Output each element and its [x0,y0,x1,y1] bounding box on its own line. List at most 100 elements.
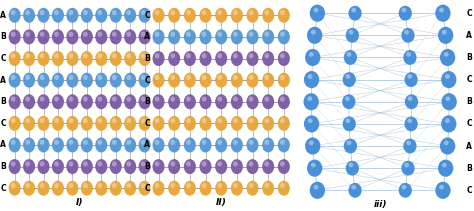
Ellipse shape [233,10,238,15]
Ellipse shape [233,161,238,166]
Ellipse shape [40,75,45,80]
Ellipse shape [98,32,102,37]
Text: II): II) [216,198,227,207]
Ellipse shape [81,159,93,174]
Ellipse shape [25,75,30,80]
Ellipse shape [66,159,78,174]
Ellipse shape [69,10,73,15]
Ellipse shape [246,116,258,131]
Ellipse shape [170,75,175,80]
Ellipse shape [407,118,412,123]
Ellipse shape [81,51,93,66]
Text: C: C [466,119,472,128]
Ellipse shape [124,51,136,66]
Ellipse shape [399,6,412,21]
Ellipse shape [201,118,207,123]
Ellipse shape [141,10,146,15]
Ellipse shape [249,75,254,80]
Ellipse shape [264,75,269,80]
Ellipse shape [9,29,21,44]
Ellipse shape [231,181,243,196]
Ellipse shape [109,73,122,88]
Ellipse shape [11,53,16,58]
Ellipse shape [69,183,73,188]
Ellipse shape [351,8,356,12]
Ellipse shape [264,118,269,123]
Ellipse shape [81,29,93,44]
Ellipse shape [184,29,196,44]
Ellipse shape [231,51,243,66]
Ellipse shape [201,32,207,37]
Ellipse shape [138,51,151,66]
Ellipse shape [280,118,285,123]
Ellipse shape [186,183,191,188]
Ellipse shape [170,161,175,166]
Ellipse shape [141,53,146,58]
Ellipse shape [262,181,274,196]
Ellipse shape [155,32,159,37]
Ellipse shape [37,29,50,44]
Ellipse shape [401,185,406,189]
Ellipse shape [112,75,117,80]
Ellipse shape [126,10,131,15]
Ellipse shape [408,96,412,101]
Ellipse shape [217,118,222,123]
Ellipse shape [184,94,196,109]
Ellipse shape [52,94,64,109]
Ellipse shape [215,8,227,23]
Ellipse shape [37,138,50,153]
Ellipse shape [40,53,45,58]
Ellipse shape [155,96,159,102]
Ellipse shape [233,140,238,145]
Text: C: C [145,184,150,193]
Ellipse shape [138,181,151,196]
Ellipse shape [109,116,122,131]
Ellipse shape [23,51,35,66]
Ellipse shape [11,96,16,102]
Ellipse shape [346,161,359,176]
Ellipse shape [168,159,180,174]
Ellipse shape [95,73,107,88]
Ellipse shape [184,116,196,131]
Ellipse shape [109,159,122,174]
Ellipse shape [348,183,362,198]
Ellipse shape [23,181,35,196]
Ellipse shape [217,32,222,37]
Ellipse shape [246,29,258,44]
Ellipse shape [9,8,21,23]
Ellipse shape [155,53,159,58]
Ellipse shape [346,74,350,79]
Ellipse shape [249,96,254,102]
Ellipse shape [124,138,136,153]
Ellipse shape [168,94,180,109]
Ellipse shape [348,30,354,35]
Ellipse shape [404,163,409,167]
Ellipse shape [112,183,117,188]
Ellipse shape [280,75,285,80]
Ellipse shape [112,96,117,102]
Ellipse shape [170,183,175,188]
Ellipse shape [441,93,457,110]
Ellipse shape [200,51,211,66]
Ellipse shape [83,96,88,102]
Ellipse shape [278,181,290,196]
Ellipse shape [155,140,159,145]
Ellipse shape [81,8,93,23]
Ellipse shape [95,181,107,196]
Ellipse shape [217,183,222,188]
Ellipse shape [141,32,146,37]
Ellipse shape [138,116,151,131]
Ellipse shape [138,138,151,153]
Ellipse shape [66,116,78,131]
Ellipse shape [81,94,93,109]
Ellipse shape [200,138,211,153]
Ellipse shape [126,118,131,123]
Ellipse shape [444,52,449,57]
Ellipse shape [278,116,290,131]
Ellipse shape [200,94,211,109]
Ellipse shape [155,10,159,15]
Ellipse shape [170,32,175,37]
Ellipse shape [399,183,412,198]
Ellipse shape [303,93,319,110]
Ellipse shape [278,94,290,109]
